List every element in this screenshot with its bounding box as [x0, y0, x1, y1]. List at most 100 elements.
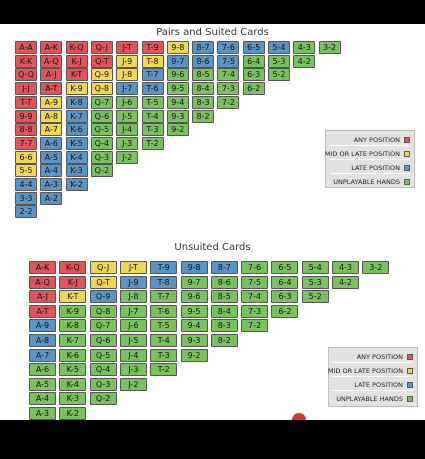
hand-cell: A-6 — [29, 363, 56, 377]
hand-cell: K-6 — [59, 348, 87, 362]
hand-cell: 8-7 — [210, 261, 238, 274]
hand-cell: Q-5 — [89, 348, 117, 362]
hand-cell: 8-7 — [192, 41, 215, 54]
hand-cell: 6-2 — [242, 82, 265, 96]
hand-cell: A-K — [29, 261, 56, 274]
hand-cell: K-6 — [65, 123, 88, 137]
hand-cell: Q-3 — [90, 150, 113, 164]
hand-cell: T-7 — [141, 68, 164, 82]
hand-cell: 5-4 — [268, 41, 290, 54]
hand-cell: 9-3 — [180, 334, 208, 347]
legend-label: MID OR LATE POSITION — [327, 367, 403, 375]
hand-cell: 7-2 — [217, 95, 240, 109]
hand-cell: 9-5 — [180, 304, 208, 318]
hand-cell: A-9 — [40, 95, 63, 109]
hand-cell: Q-9 — [90, 68, 113, 82]
hand-cell: 2-2 — [15, 205, 37, 219]
hand-cell: A-7 — [29, 348, 56, 362]
hand-cell: 9-9 — [15, 109, 37, 123]
hand-cell: 7-7 — [15, 136, 37, 150]
hand-cell: T-2 — [150, 363, 178, 377]
hand-cell: 4-3 — [332, 261, 359, 274]
hand-cell: 6-2 — [271, 304, 299, 318]
hand-cell: 8-5 — [192, 68, 215, 82]
hand-cell: 4-4 — [15, 178, 37, 191]
hand-cell: 9-3 — [166, 109, 189, 123]
hand-cell: Q-2 — [89, 392, 117, 406]
hand-cell: 4-2 — [332, 275, 359, 289]
legend-item: MID OR LATE POSITION — [327, 364, 417, 377]
hand-cell: T-9 — [150, 261, 178, 274]
hand-cell: K-3 — [65, 164, 88, 178]
hand-cell: 9-4 — [166, 95, 189, 109]
hand-cell: A-Q — [29, 275, 56, 289]
legend-item: LATE POSITION — [329, 378, 417, 391]
hand-cell: A-2 — [40, 191, 63, 205]
hand-cell: K-Q — [65, 41, 88, 54]
legend-swatch — [404, 179, 410, 185]
legend-label: LATE POSITION — [351, 164, 400, 172]
hand-cell: J-4 — [116, 123, 139, 137]
hand-cell: Q-5 — [90, 123, 113, 137]
hand-cell: 5-3 — [268, 54, 290, 68]
hand-cell: 9-8 — [180, 261, 208, 274]
hand-cell: Q-2 — [90, 164, 113, 178]
legend-label: MID OR LATE POSITION — [324, 150, 400, 158]
hand-cell: J-4 — [119, 348, 147, 362]
hand-cell: A-A — [15, 41, 37, 54]
hand-cell: 8-6 — [210, 275, 238, 289]
hand-cell: J-5 — [119, 334, 147, 347]
hand-cell: 9-2 — [180, 348, 208, 362]
legend-swatch — [404, 151, 410, 157]
hand-cell: Q-7 — [90, 95, 113, 109]
hand-cell: 8-3 — [192, 95, 215, 109]
position-legend-unsuited: ANY POSITION MID OR LATE POSITION LATE POS… — [328, 347, 418, 407]
hand-cell: 7-5 — [217, 54, 240, 68]
hand-cell: K-K — [15, 54, 37, 68]
legend-item: ANY POSITION — [329, 350, 417, 363]
hand-cell: A-J — [29, 290, 56, 304]
hand-cell: 9-2 — [166, 123, 189, 137]
hand-cell: 9-6 — [180, 290, 208, 304]
hand-cell: Q-4 — [90, 136, 113, 150]
hand-cell: A-Q — [40, 54, 63, 68]
hand-cell: K-T — [59, 290, 87, 304]
legend-label: ANY POSITION — [356, 353, 403, 361]
hand-cell: 6-4 — [271, 275, 299, 289]
hand-cell: J-7 — [116, 82, 139, 96]
hand-cell: 7-2 — [241, 319, 269, 333]
legend-swatch — [404, 165, 410, 171]
hand-cell: 9-8 — [166, 41, 189, 54]
hand-cell: Q-Q — [15, 68, 37, 82]
legend-label: LATE POSITION — [354, 381, 403, 389]
hand-cell: 5-2 — [301, 290, 329, 304]
hand-cell: Q-T — [90, 54, 113, 68]
hand-cell: 7-6 — [217, 41, 240, 54]
hand-cell: K-5 — [59, 363, 87, 377]
hand-cell: 4-3 — [293, 41, 316, 54]
hand-cell: Q-3 — [89, 377, 117, 391]
hand-cell: K-J — [59, 275, 87, 289]
hand-cell: J-3 — [116, 136, 139, 150]
legend-label: UNPLAYABLE HANDS — [333, 178, 400, 186]
hand-cell: A-4 — [29, 392, 56, 406]
hand-cell: K-2 — [59, 407, 87, 420]
legend-item: LATE POSITION — [326, 161, 414, 174]
hand-cell: Q-8 — [90, 82, 113, 96]
hand-cell: T-2 — [141, 136, 164, 150]
hand-cell: T-9 — [141, 41, 164, 54]
hand-cell: T-8 — [141, 54, 164, 68]
hand-cell: 6-3 — [271, 290, 299, 304]
legend-item: MID OR LATE POSITION — [324, 147, 414, 160]
hand-cell: K-3 — [59, 392, 87, 406]
hand-cell: 8-5 — [210, 290, 238, 304]
hand-cell: T-4 — [141, 109, 164, 123]
hand-cell: 5-4 — [301, 261, 329, 274]
legend-swatch — [404, 137, 410, 143]
hand-cell: 8-4 — [210, 304, 238, 318]
hand-cell: 8-2 — [210, 334, 238, 347]
hand-cell: 7-6 — [241, 261, 269, 274]
hand-cell: K-7 — [59, 334, 87, 347]
hand-cell: Q-8 — [89, 304, 117, 318]
hand-cell: K-7 — [65, 109, 88, 123]
